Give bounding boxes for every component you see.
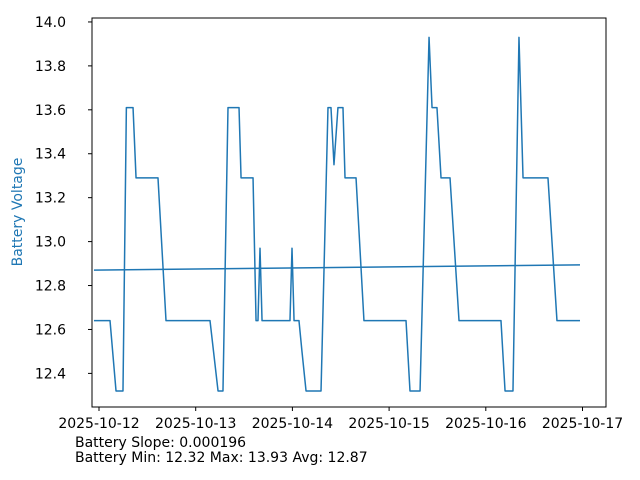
x-tick-label: 2025-10-12: [58, 416, 139, 432]
x-axis-ticks: 2025-10-12 2025-10-13 2025-10-14 2025-10-15…: [58, 407, 623, 432]
battery-minmax-text: Battery Min: 12.32 Max: 13.93 Avg: 12.87: [75, 450, 368, 466]
x-tick-label: 2025-10-15: [348, 416, 429, 432]
battery-trend-line: [93, 264, 580, 271]
y-axis-label: Battery Voltage: [10, 158, 26, 267]
y-tick-label: 14.0: [35, 15, 66, 31]
y-tick-label: 13.4: [35, 147, 66, 163]
y-tick-label: 13.8: [35, 59, 66, 75]
y-tick-label: 12.6: [35, 322, 66, 338]
y-tick-label: 13.0: [35, 235, 66, 251]
y-axis-ticks: 12.4 12.6 12.8 13.0 13.2 13.4 13.6 13.8 14.0: [35, 15, 92, 382]
y-tick-label: 12.4: [35, 366, 66, 382]
data-series-group: [93, 36, 580, 392]
battery-voltage-line: [93, 36, 580, 392]
y-tick-label: 13.6: [35, 103, 66, 119]
battery-slope-text: Battery Slope: 0.000196: [75, 435, 246, 451]
axes-spines: [91, 17, 607, 408]
y-tick-label: 12.8: [35, 279, 66, 295]
x-tick-label: 2025-10-14: [252, 416, 333, 432]
y-tick-label: 13.2: [35, 191, 66, 207]
x-tick-label: 2025-10-13: [155, 416, 236, 432]
x-tick-label: 2025-10-17: [542, 416, 623, 432]
x-tick-label: 2025-10-16: [445, 416, 526, 432]
plot-area: [92, 18, 606, 407]
